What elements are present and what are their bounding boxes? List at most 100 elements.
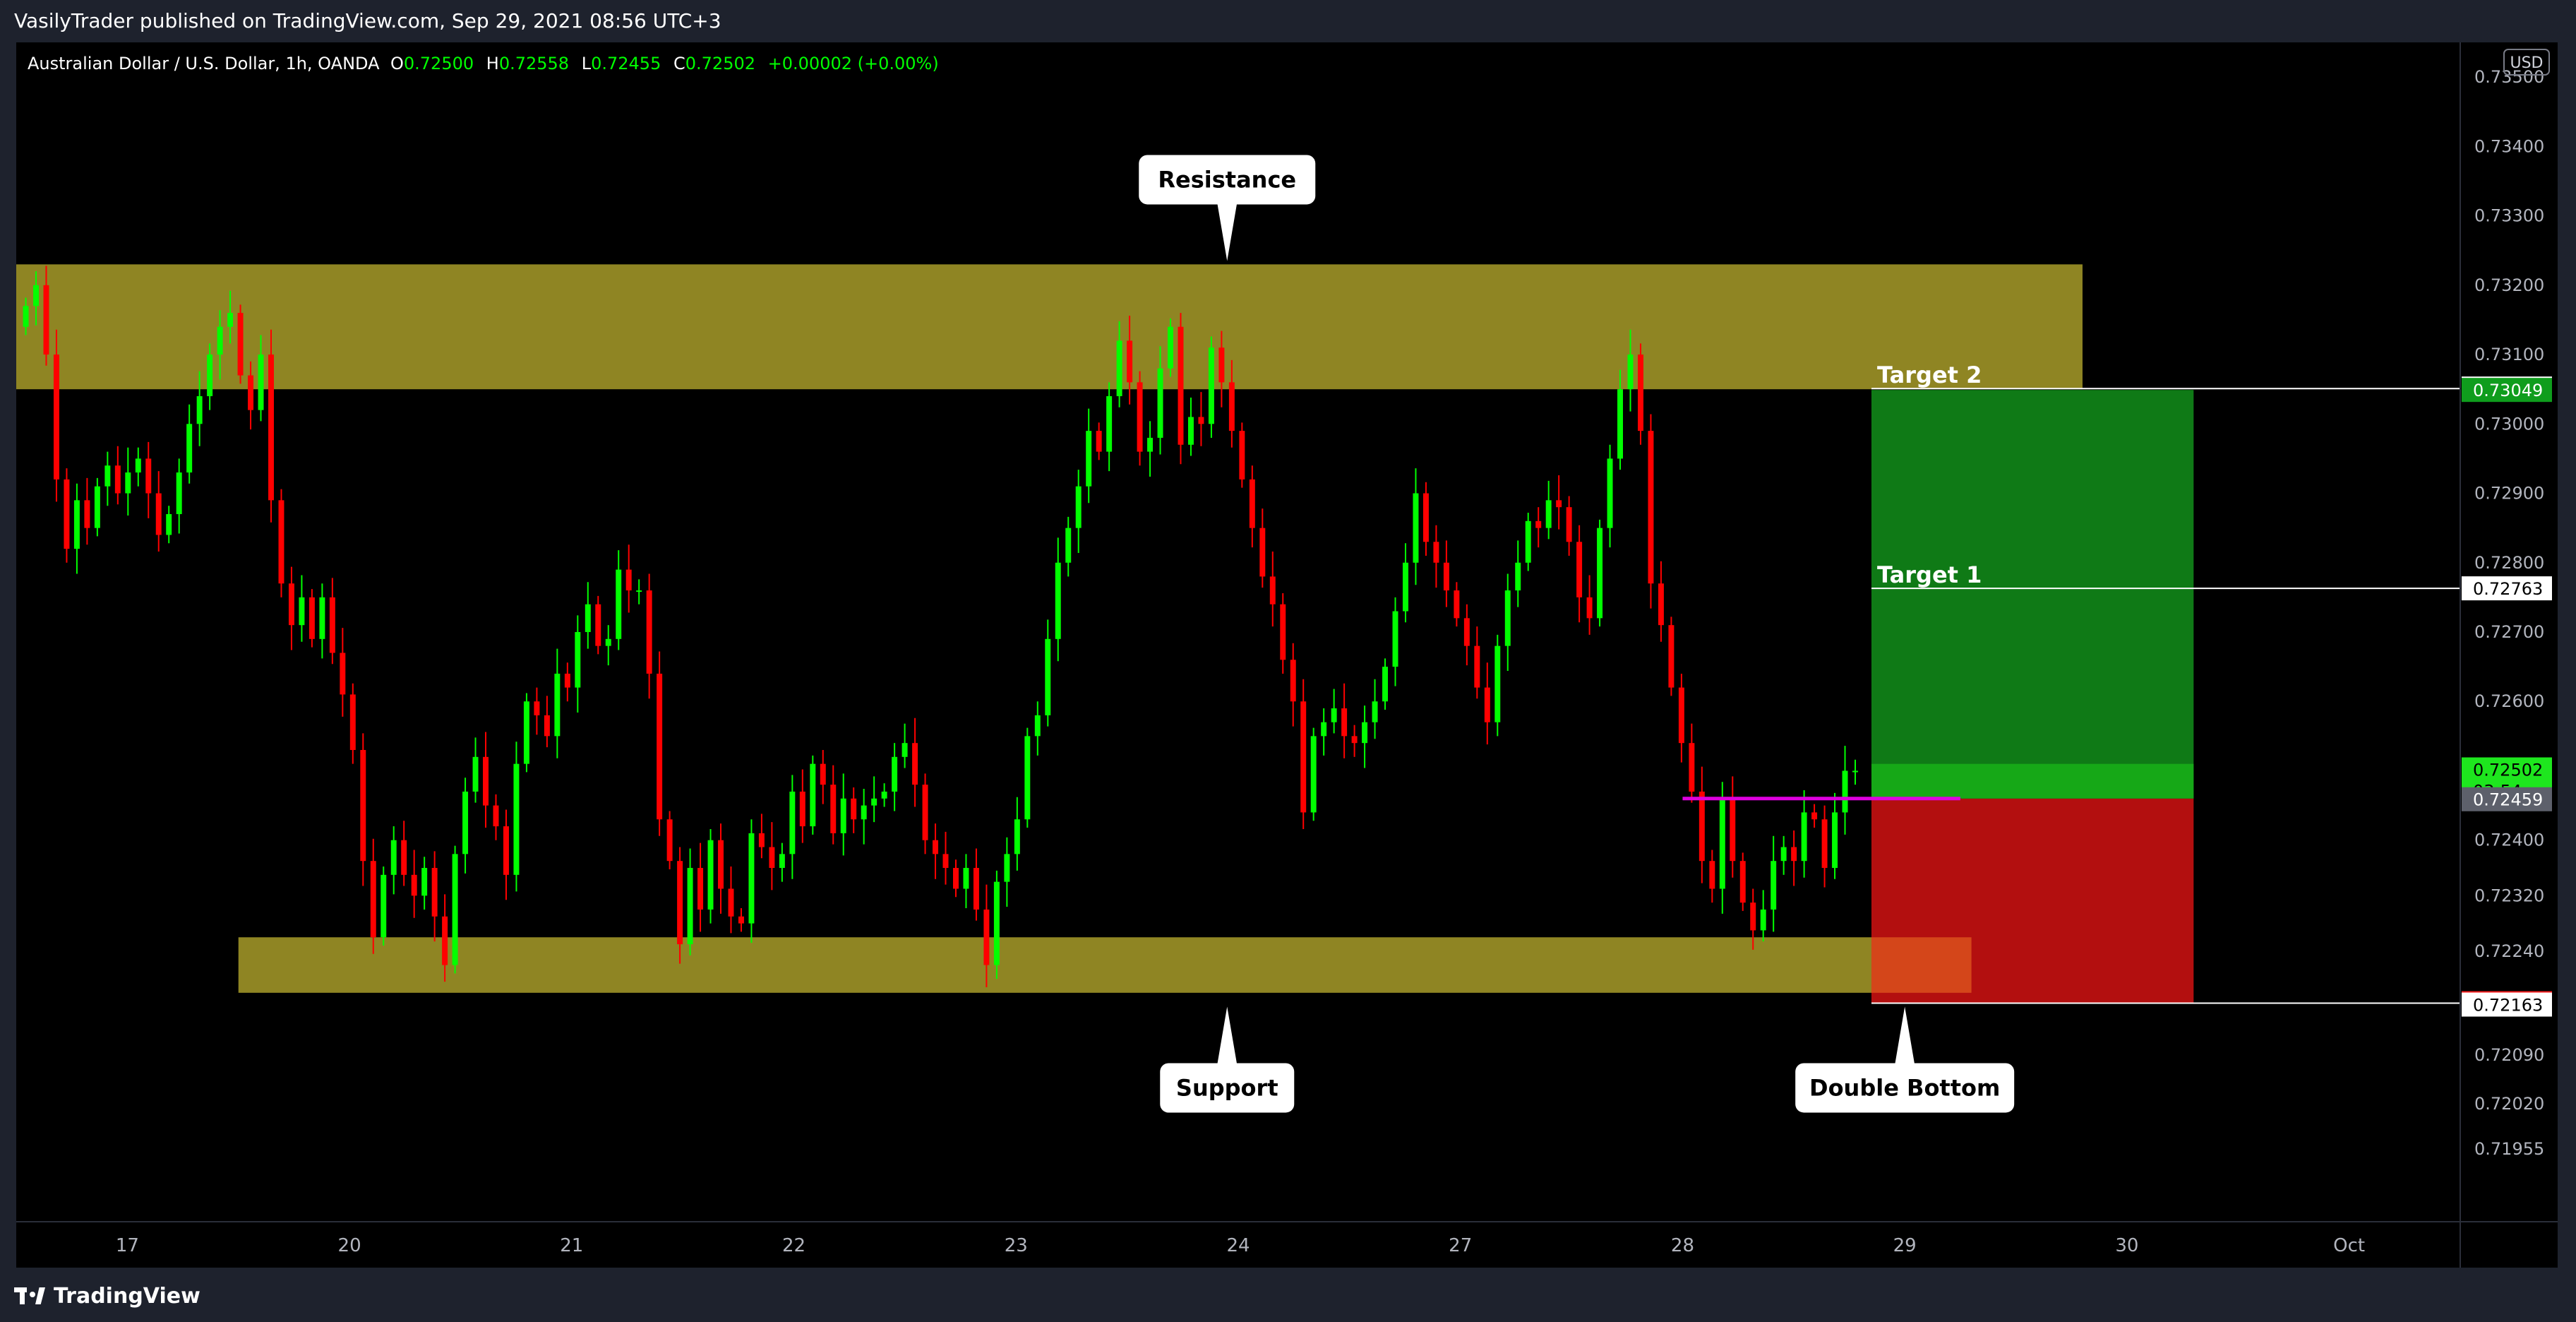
candle-down bbox=[84, 477, 90, 545]
candle-up bbox=[779, 842, 785, 882]
price-label-text: 0.73049 bbox=[2473, 381, 2543, 400]
candle-body bbox=[442, 916, 448, 965]
candle-body bbox=[278, 500, 284, 584]
candle-down bbox=[1678, 673, 1684, 763]
price-tick-label: 0.72900 bbox=[2474, 484, 2544, 504]
candle-up bbox=[73, 483, 80, 574]
candle-down bbox=[1658, 561, 1664, 642]
candle-up bbox=[227, 290, 234, 344]
candle-up bbox=[1545, 480, 1552, 540]
candle-body bbox=[1760, 909, 1766, 931]
candle-body bbox=[1617, 389, 1623, 459]
candle-body bbox=[1045, 638, 1051, 715]
candle-up bbox=[1494, 634, 1501, 737]
candle-down bbox=[1535, 507, 1542, 548]
price-tick-label: 0.73000 bbox=[2474, 414, 2544, 434]
candle-body bbox=[993, 881, 1000, 965]
candle-body bbox=[1637, 355, 1643, 431]
candle-up bbox=[1362, 705, 1368, 768]
candle-down bbox=[493, 794, 499, 840]
target-zone bbox=[1871, 390, 2194, 799]
time-tick-label: 23 bbox=[1005, 1235, 1028, 1256]
candle-up bbox=[1760, 890, 1766, 942]
candle-body bbox=[135, 458, 141, 473]
candle-body bbox=[1065, 528, 1072, 563]
candle-down bbox=[830, 765, 837, 845]
candle-body bbox=[1178, 326, 1184, 445]
candle-down bbox=[953, 859, 959, 898]
candle-down bbox=[1821, 805, 1828, 888]
candle-body bbox=[983, 909, 990, 965]
candle-down bbox=[544, 696, 550, 748]
candle-down bbox=[1218, 330, 1225, 407]
candle-up bbox=[1525, 513, 1531, 571]
candle-body bbox=[677, 861, 683, 945]
candle-body bbox=[1545, 500, 1552, 528]
candle-body bbox=[308, 597, 315, 639]
candle-down bbox=[329, 578, 335, 665]
tradingview-logo[interactable]: TradingView bbox=[14, 1282, 200, 1310]
price-tick-label: 0.73300 bbox=[2474, 206, 2544, 226]
candle-body bbox=[748, 833, 755, 924]
candle-down bbox=[595, 595, 601, 655]
candle-up bbox=[258, 335, 264, 422]
low-label: L bbox=[582, 54, 592, 73]
candle-body bbox=[1699, 791, 1705, 862]
candle-down bbox=[933, 823, 939, 879]
callouts-layer: Resistance Support Double Bottom bbox=[1139, 155, 2015, 1113]
candle-body bbox=[64, 479, 70, 549]
price-label-0.72163: 0.72163 bbox=[2462, 992, 2552, 1017]
candle-up bbox=[381, 867, 387, 946]
candle-up bbox=[1116, 321, 1122, 407]
candle-up bbox=[810, 755, 816, 835]
candle-up bbox=[186, 404, 193, 484]
candle-body bbox=[1719, 798, 1725, 889]
candle-up bbox=[892, 743, 898, 811]
candle-body bbox=[707, 840, 714, 910]
candle-body bbox=[912, 743, 918, 785]
candle-up bbox=[1832, 792, 1838, 879]
candle-down bbox=[1556, 475, 1562, 530]
candle-up bbox=[871, 776, 877, 823]
candle-body bbox=[1362, 722, 1368, 744]
candle-body bbox=[881, 791, 887, 799]
callout-box bbox=[1139, 155, 1316, 205]
candle-body bbox=[472, 756, 479, 792]
candle-body bbox=[1730, 798, 1736, 862]
candle-body bbox=[1422, 493, 1429, 542]
candle-up bbox=[1086, 408, 1092, 504]
candle-body bbox=[1249, 479, 1255, 528]
candle-up bbox=[23, 297, 29, 335]
candle-body bbox=[1075, 486, 1082, 528]
candle-up bbox=[636, 579, 642, 605]
candle-body bbox=[942, 854, 949, 868]
candle-body bbox=[421, 868, 428, 896]
chart-frame[interactable]: Target 2 Target 1 Resistance Support Double… bbox=[16, 42, 2558, 1268]
candle-up bbox=[687, 848, 693, 955]
lines-layer: Target 2 Target 1 bbox=[1682, 362, 2460, 1004]
candle-body bbox=[503, 826, 509, 875]
candle-down bbox=[728, 867, 734, 934]
candle-body bbox=[452, 854, 458, 965]
target-label-1: Target 2 bbox=[1877, 362, 1982, 388]
candle-body bbox=[1597, 528, 1603, 619]
candle-body bbox=[1576, 542, 1583, 597]
price-chart[interactable]: Target 2 Target 1 Resistance Support Double… bbox=[16, 42, 2558, 1268]
position-layer bbox=[1871, 390, 2194, 1004]
candle-body bbox=[1668, 625, 1675, 688]
publisher-bar: VasilyTrader published on TradingView.co… bbox=[0, 0, 2576, 42]
candle-down bbox=[1280, 592, 1286, 674]
candle-body bbox=[1290, 660, 1296, 702]
time-tick-label: 28 bbox=[1671, 1235, 1694, 1256]
candle-up bbox=[575, 615, 581, 713]
candle-down bbox=[922, 773, 928, 854]
candle-up bbox=[1055, 537, 1061, 662]
candle-up bbox=[1617, 369, 1623, 470]
candle-body bbox=[953, 868, 959, 889]
candle-up bbox=[299, 575, 305, 642]
candle-body bbox=[155, 493, 162, 535]
candle-up bbox=[319, 583, 325, 659]
candle-down bbox=[1178, 313, 1184, 465]
candle-up bbox=[1515, 540, 1521, 607]
candle-body bbox=[585, 604, 591, 632]
